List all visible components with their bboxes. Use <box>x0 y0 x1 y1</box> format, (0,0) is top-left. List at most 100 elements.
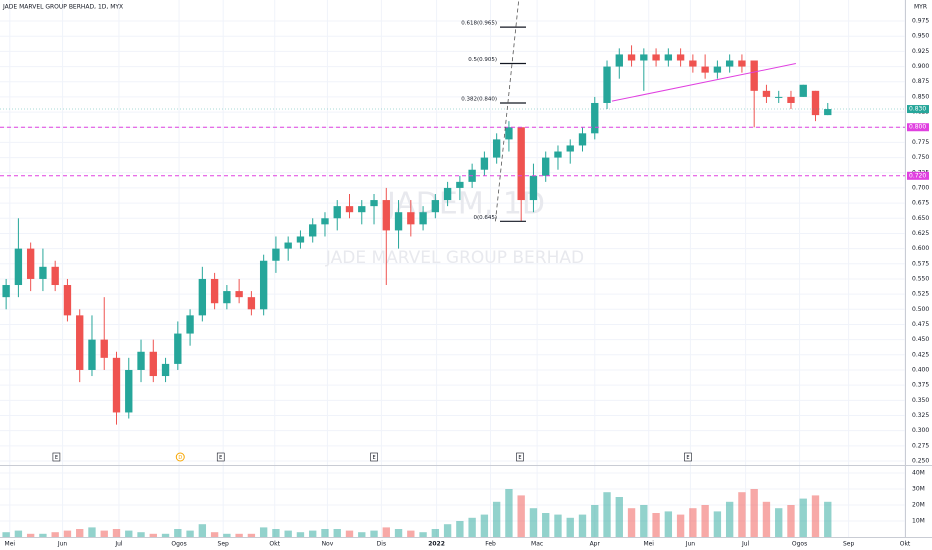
fib-label: 0.5(0.905) <box>468 57 497 63</box>
volume-bar <box>738 492 746 537</box>
candle-body <box>333 206 341 219</box>
x-tick-label: Ogos <box>792 541 807 548</box>
candle-body <box>382 200 390 231</box>
volume-bar <box>640 505 648 537</box>
y-tick-label: 30M <box>912 486 925 493</box>
candle-body <box>125 369 133 413</box>
x-tick-label: 2022 <box>428 541 445 548</box>
event-label: D <box>178 455 182 461</box>
candle-body <box>443 187 452 201</box>
fib-label: 0.382(0.840) <box>461 96 497 102</box>
y-tick-label: 0.250 <box>912 457 929 464</box>
volume-bar <box>664 511 673 537</box>
volume-bar <box>259 527 268 537</box>
volume-bar <box>456 521 464 537</box>
candle-body <box>112 357 121 413</box>
x-tick-label: Apr <box>590 541 601 548</box>
volume-bar <box>284 530 292 537</box>
candle-body <box>210 278 219 304</box>
volume-bar <box>210 532 219 537</box>
candle-body <box>247 297 256 310</box>
volume-bar <box>517 495 525 537</box>
volume-bar <box>775 508 783 537</box>
candle-body <box>640 54 648 61</box>
y-tick-label: 40M <box>912 470 925 477</box>
volume-bar <box>51 532 59 537</box>
y-tick-label: 0.400 <box>912 366 929 373</box>
event-marker <box>370 452 378 462</box>
x-tick-label: Jun <box>685 541 696 548</box>
candle-body <box>284 242 292 249</box>
y-tick-label: 0.925 <box>912 48 929 55</box>
candle-body <box>63 285 72 316</box>
candle-body <box>492 139 501 158</box>
volume-bar <box>529 508 538 537</box>
level-label: 0.720 <box>909 172 926 179</box>
volume-bar <box>505 489 513 537</box>
volume-bar <box>198 524 207 537</box>
event-label: E <box>686 455 689 461</box>
volume-bar <box>603 492 611 537</box>
candle-body <box>358 206 366 213</box>
candle-body <box>186 315 194 334</box>
y-tick-label: 0.575 <box>912 260 929 267</box>
x-tick-label: Jun <box>57 541 68 548</box>
candle-body <box>775 96 783 98</box>
y-tick-label: 0.650 <box>912 215 929 222</box>
candle-body <box>578 133 587 146</box>
candle-body <box>51 266 59 286</box>
candle-body <box>370 200 378 207</box>
event-marker <box>516 452 524 462</box>
fib-label: 0(0.645) <box>473 215 497 221</box>
volume-bar <box>296 532 305 537</box>
chart-title: JADE MARVEL GROUP BERHAD, 1D, MYX <box>2 4 123 11</box>
volume-bar <box>333 529 341 537</box>
y-tick-label: 0.425 <box>912 351 929 358</box>
y-tick-label: 0.900 <box>912 63 929 70</box>
volume-bar <box>149 533 157 537</box>
candle-body <box>480 157 489 170</box>
event-label: E <box>219 455 222 461</box>
volume-bar <box>591 505 599 537</box>
candle-body <box>456 181 464 188</box>
volume-bar <box>26 533 35 537</box>
candle-body <box>137 351 145 370</box>
volume-bar <box>419 532 427 537</box>
volume-bar <box>223 533 231 537</box>
x-tick-label: Sep <box>843 541 855 548</box>
volume-bar <box>824 501 832 537</box>
candle-body <box>799 84 807 97</box>
volume-bar <box>247 533 256 537</box>
candle-body <box>39 266 47 279</box>
candle-body <box>750 60 758 91</box>
candle-body <box>529 175 538 201</box>
volume-bar <box>627 508 636 537</box>
x-tick-label: Jul <box>114 541 123 548</box>
y-tick-label: 10M <box>912 518 925 525</box>
candle-body <box>738 60 746 67</box>
volume-bar <box>137 532 145 537</box>
volume-bar <box>272 529 280 537</box>
x-tick-label: Okt <box>900 541 911 548</box>
volume-bar <box>235 533 243 537</box>
event-marker <box>216 452 225 462</box>
candle-body <box>235 291 243 298</box>
y-tick-label: 0.450 <box>912 336 929 343</box>
candle-body <box>554 151 562 158</box>
volume-bar <box>100 530 108 537</box>
y-tick-label: 0.300 <box>912 427 929 434</box>
volume-bar <box>811 495 820 537</box>
event-marker <box>175 452 185 462</box>
watermark-sub: JADE MARVEL GROUP BERHAD <box>325 248 584 268</box>
last-price-label: 0.830 <box>909 106 926 113</box>
x-tick-label: Mei <box>643 541 654 548</box>
candle-body <box>198 278 207 316</box>
volume-bar <box>63 530 72 537</box>
candle-body <box>725 60 734 67</box>
y-tick-label: 0.700 <box>912 184 929 191</box>
volume-bar <box>713 511 722 537</box>
volume-bar <box>762 501 771 537</box>
trendline <box>611 63 796 102</box>
y-tick-label: 20M <box>912 502 925 509</box>
